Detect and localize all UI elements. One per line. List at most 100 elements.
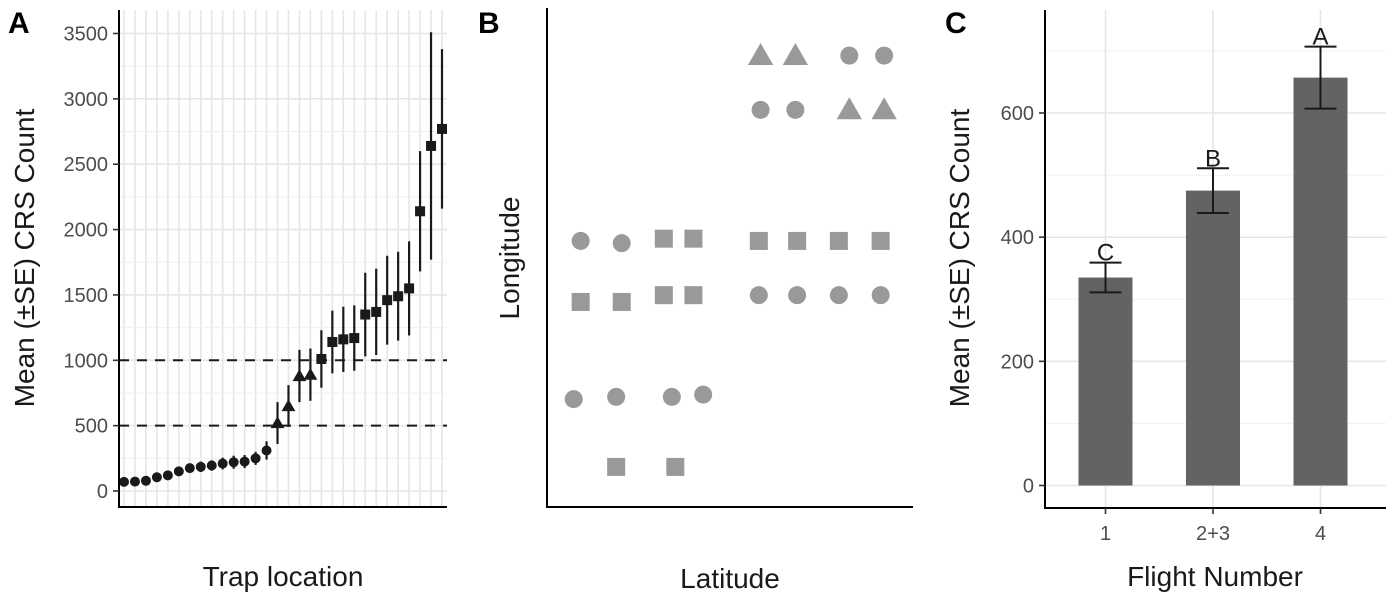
panel-b-point-circle <box>612 234 631 253</box>
panel-c-x-tick-label: 2+3 <box>1196 523 1230 545</box>
panel-a-point-circle <box>119 476 129 487</box>
panel-b-point-triangle <box>871 97 897 120</box>
panel-a-point-circle <box>228 457 239 468</box>
panel-c-x-tick-label: 1 <box>1100 523 1111 545</box>
panel-a-point-triangle <box>281 399 296 412</box>
panel-b-point-circle <box>875 46 894 65</box>
panel-a-point-circle <box>206 460 217 471</box>
panel-b-point-circle <box>571 231 590 250</box>
panel-c-x-title: Flight Number <box>1127 561 1303 592</box>
panel-c: C C B A 0 200 400 600 1 2+3 4 Flight Number Mea… <box>944 7 1386 592</box>
panel-a-point-circle <box>140 475 151 486</box>
panel-a-point-square <box>327 336 338 347</box>
panel-a-point-square <box>404 283 415 294</box>
panel-a-point-triangle <box>303 367 318 380</box>
panel-c-significance-label: C <box>1097 240 1114 267</box>
panel-b-point-square <box>871 231 890 250</box>
panel-c-bars: C B A <box>1078 24 1348 486</box>
panel-a-point-circle <box>184 463 195 474</box>
panel-b-point-circle <box>751 100 770 119</box>
panel-a-point-circle <box>217 458 228 469</box>
panel-a-y-ticks: 0 500 1000 1500 2000 2500 3000 3500 <box>64 24 119 503</box>
panel-c-bar <box>1293 77 1348 486</box>
panel-a-point-square <box>349 333 360 344</box>
panel-c-bar <box>1078 277 1133 486</box>
panel-b-point-circle <box>662 387 681 406</box>
panel-a-points <box>119 32 447 487</box>
panel-b-point-circle <box>788 286 807 305</box>
panel-a-point-triangle <box>292 369 307 382</box>
panel-c-y-tick-label: 0 <box>1023 476 1034 498</box>
panel-b-x-title: Latitude <box>680 563 780 594</box>
panel-a: A 0 500 1000 1500 2000 2500 3000 3500 Trap loca… <box>8 7 447 592</box>
panel-b-points <box>564 43 897 476</box>
panel-c-y-ticks: 0 200 400 600 <box>1001 103 1045 498</box>
panel-a-point-square <box>360 309 371 320</box>
panel-b-point-square <box>749 231 768 250</box>
panel-b-point-square <box>684 286 703 305</box>
panel-b-point-square <box>829 231 848 250</box>
panel-a-point-circle <box>195 461 206 472</box>
panel-a-y-tick-label: 2500 <box>64 154 109 176</box>
panel-a-point-circle <box>239 456 250 467</box>
panel-a-y-tick-label: 0 <box>97 481 108 503</box>
panel-b-point-circle <box>694 385 713 404</box>
panel-a-point-circle <box>151 472 162 483</box>
panel-b-point-square <box>654 286 673 305</box>
panel-a-y-tick-label: 2000 <box>64 220 109 242</box>
panel-c-bar <box>1186 190 1240 486</box>
panel-a-y-tick-label: 1000 <box>64 350 109 372</box>
panel-a-y-tick-label: 1500 <box>64 285 109 307</box>
panel-b-point-square <box>788 231 807 250</box>
panel-b-point-square <box>571 292 590 311</box>
panel-b-point-circle <box>749 286 768 305</box>
panel-c-letter: C <box>945 7 967 40</box>
panel-c-x-tick-label: 4 <box>1315 523 1326 545</box>
panel-b-point-square <box>654 229 673 248</box>
panel-a-reference-lines <box>119 359 447 427</box>
panel-c-y-tick-label: 400 <box>1001 227 1034 249</box>
panel-b-point-square <box>607 457 626 476</box>
panel-b-y-title: Longitude <box>494 196 525 319</box>
panel-a-y-tick-label: 500 <box>75 416 108 438</box>
panel-b-point-triangle <box>747 43 774 66</box>
panel-c-y-tick-label: 600 <box>1001 103 1034 125</box>
panel-a-point-square <box>316 353 327 364</box>
panel-b-point-triangle <box>782 43 809 66</box>
panel-a-point-square <box>382 295 393 306</box>
panel-a-point-square <box>437 123 447 134</box>
panel-a-y-title: Mean (±SE) CRS Count <box>9 108 40 407</box>
panel-a-point-square <box>415 206 426 217</box>
panel-a-point-square <box>426 140 437 151</box>
panel-b: B Latitude Longitude <box>478 7 913 594</box>
panel-a-y-tick-label: 3000 <box>64 89 109 111</box>
panel-a-point-circle <box>250 453 261 464</box>
panel-b-point-circle <box>564 390 583 409</box>
panel-a-x-title: Trap location <box>203 561 364 592</box>
panel-a-point-square <box>371 306 382 317</box>
panel-b-letter: B <box>478 7 500 40</box>
panel-a-letter: A <box>8 7 30 40</box>
panel-a-point-circle <box>261 445 272 456</box>
panel-b-point-circle <box>786 100 805 119</box>
panel-a-point-triangle <box>270 416 285 429</box>
panel-b-point-square <box>684 229 703 248</box>
panel-a-y-tick-label: 3500 <box>64 24 109 46</box>
panel-c-significance-label: A <box>1312 24 1328 51</box>
panel-a-point-square <box>338 334 349 345</box>
panel-b-point-square <box>612 292 631 311</box>
panel-b-point-circle <box>871 286 890 305</box>
panel-b-point-square <box>666 457 685 476</box>
panel-a-point-square <box>393 291 404 302</box>
panel-b-point-circle <box>840 46 859 65</box>
panel-c-y-title: Mean (±SE) CRS Count <box>944 108 975 407</box>
panel-a-point-circle <box>173 466 184 477</box>
panel-c-significance-label: B <box>1205 145 1221 172</box>
panel-b-point-triangle <box>836 97 862 120</box>
panel-b-point-circle <box>607 387 626 406</box>
panel-a-point-circle <box>129 476 140 487</box>
panel-b-point-circle <box>829 286 848 305</box>
panel-c-y-tick-label: 200 <box>1001 351 1034 373</box>
panel-c-x-ticks: 1 2+3 4 <box>1100 508 1326 545</box>
